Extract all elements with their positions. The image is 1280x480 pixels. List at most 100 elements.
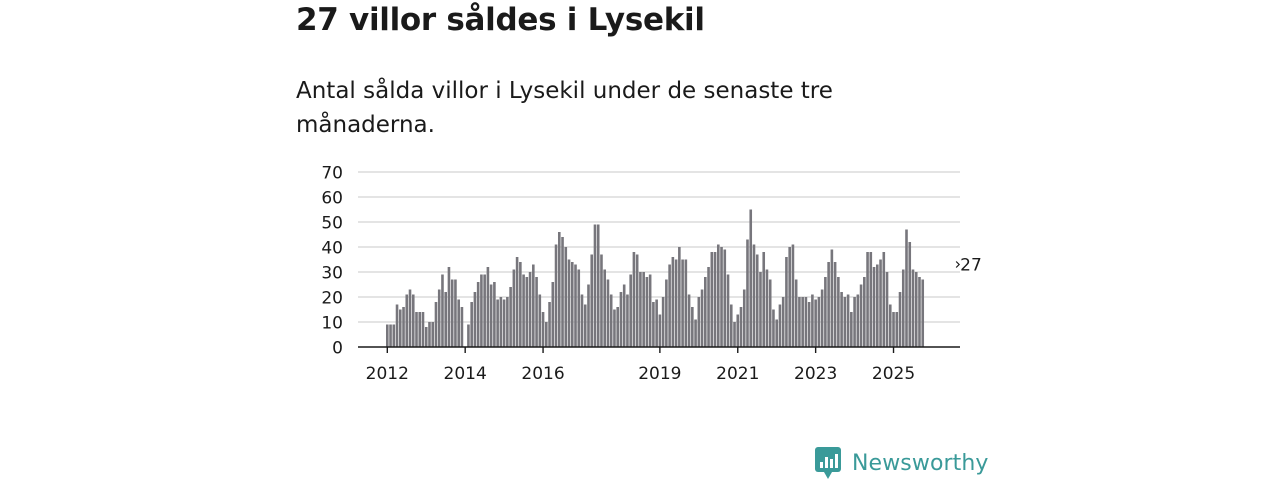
bar	[856, 294, 860, 347]
bar	[421, 312, 425, 347]
brand-name: Newsworthy	[852, 450, 989, 476]
newsworthy-brand[interactable]: Newsworthy	[814, 446, 989, 480]
bar	[652, 302, 655, 347]
bar	[541, 312, 545, 347]
bar	[467, 324, 470, 347]
bar	[840, 292, 843, 347]
x-tick-label: 2021	[716, 364, 759, 384]
bar	[837, 277, 840, 347]
bar	[827, 262, 830, 347]
bar	[801, 297, 804, 347]
bar	[710, 252, 714, 347]
bar	[726, 274, 730, 347]
bar	[470, 302, 473, 347]
bar	[876, 264, 879, 347]
bar	[661, 297, 665, 347]
bar	[522, 274, 525, 347]
bar	[843, 297, 847, 347]
bar	[428, 322, 431, 347]
bar	[528, 272, 532, 347]
bar	[772, 309, 775, 347]
bar	[888, 304, 892, 347]
bar	[457, 299, 460, 347]
bar	[736, 314, 740, 347]
bar	[486, 267, 490, 347]
bar	[713, 252, 717, 347]
annotation-pointer	[955, 261, 961, 268]
bar	[554, 244, 558, 347]
bar	[655, 299, 658, 347]
bar	[901, 269, 905, 347]
bar	[609, 294, 613, 347]
bar	[674, 259, 678, 347]
bar	[739, 307, 743, 347]
bar	[791, 244, 795, 347]
bar	[658, 314, 662, 347]
bar	[681, 259, 684, 347]
bar	[733, 322, 736, 347]
bar	[564, 247, 568, 347]
bar	[405, 294, 409, 347]
bar	[905, 229, 908, 347]
bar	[804, 297, 808, 347]
bar	[684, 259, 688, 347]
bar	[892, 312, 895, 347]
bar	[447, 267, 451, 347]
bar	[535, 277, 538, 347]
bar	[778, 304, 782, 347]
bar	[512, 269, 516, 347]
bar	[622, 284, 626, 347]
bar	[476, 282, 480, 347]
bar	[781, 297, 785, 347]
bar	[863, 277, 866, 347]
x-tick-label: 2019	[638, 364, 681, 384]
x-tick-label: 2025	[872, 364, 915, 384]
bar	[869, 252, 873, 347]
bar	[811, 294, 814, 347]
bar	[402, 307, 405, 347]
bar	[742, 289, 746, 347]
bar	[606, 279, 610, 347]
bar	[833, 262, 837, 347]
bar	[921, 279, 925, 347]
y-tick-label: 20	[321, 289, 343, 309]
y-tick-label: 0	[332, 339, 343, 359]
bar	[645, 277, 649, 347]
bar	[746, 239, 749, 347]
bar	[830, 249, 834, 347]
bar	[911, 269, 915, 347]
y-tick-label: 10	[321, 314, 343, 334]
bar	[665, 279, 668, 347]
bar	[918, 277, 921, 347]
bar	[632, 252, 636, 347]
bar	[444, 292, 448, 347]
highlight-annotation: 27	[955, 256, 982, 276]
bar	[668, 264, 671, 347]
bar	[431, 322, 435, 347]
bar	[483, 274, 486, 347]
bar	[596, 224, 600, 347]
bar	[502, 299, 506, 347]
bar	[671, 257, 675, 347]
bar	[398, 309, 402, 347]
bar	[496, 299, 499, 347]
bar	[600, 254, 603, 347]
bar	[788, 247, 791, 347]
bar	[489, 284, 493, 347]
bar	[749, 209, 753, 347]
bar	[557, 232, 561, 347]
chart-gridlines	[358, 171, 960, 323]
bar	[729, 304, 733, 347]
bar	[509, 287, 512, 347]
bar	[716, 244, 720, 347]
y-tick-label: 70	[321, 164, 343, 184]
bar	[765, 269, 769, 347]
bar	[545, 322, 548, 347]
bar	[515, 257, 519, 347]
bar	[853, 297, 856, 347]
bar	[424, 327, 428, 347]
bar	[583, 304, 587, 347]
bar	[548, 302, 551, 347]
bar	[386, 324, 389, 347]
bar	[499, 297, 503, 347]
